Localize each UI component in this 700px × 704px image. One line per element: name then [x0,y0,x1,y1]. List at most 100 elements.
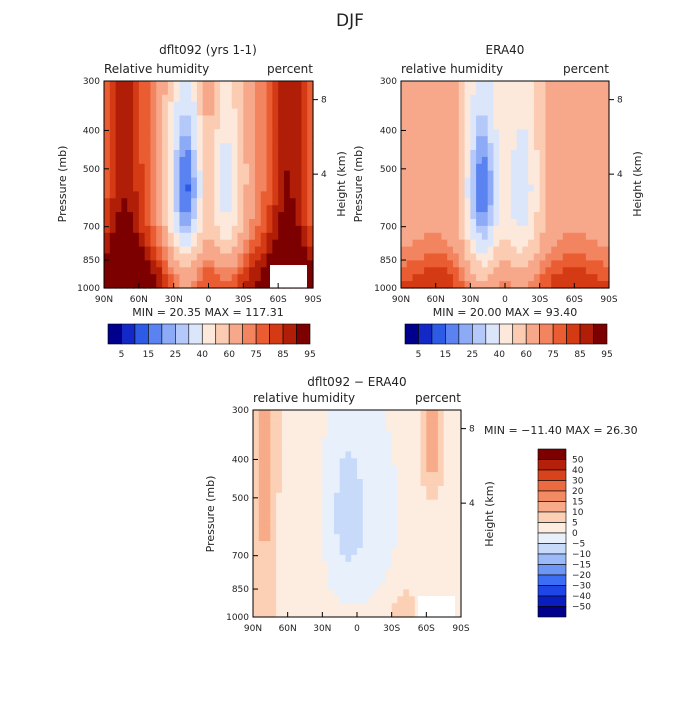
heat-cell [493,205,500,213]
heat-cell [307,177,314,186]
heat-cell [539,253,547,261]
heat-cell [453,156,460,165]
heat-cell [220,225,227,234]
heat-cell [357,575,364,584]
heat-cell [551,177,558,186]
heat-cell [493,87,500,96]
heat-cell [403,423,410,432]
heat-cell [380,479,387,487]
heat-cell [150,170,157,179]
heat-cell [305,444,312,452]
heat-cell [545,108,552,117]
heat-cell [449,437,456,446]
heat-cell [443,451,451,459]
heat-cell [237,212,244,220]
heat-cell [562,122,570,130]
heat-cell [420,416,427,425]
heat-cell [185,94,192,103]
heat-cell [447,129,454,137]
heat-cell [380,513,387,521]
heat-cell [539,94,547,103]
heat-cell [516,108,523,117]
heat-cell [580,108,587,117]
heat-cell [574,184,581,192]
heat-cell [278,122,285,130]
heat-cell [551,122,558,130]
heat-cell [307,150,314,158]
heat-cell [591,267,599,275]
heat-cell [225,198,233,206]
heat-cell [121,163,128,172]
heat-cell [289,115,297,123]
heat-cell [591,225,599,234]
heat-cell [162,156,169,165]
heat-cell [237,150,244,158]
heat-cell [278,87,285,96]
heat-cell [522,198,529,206]
heat-cell [441,212,448,220]
heat-cell [585,246,593,255]
heat-cell [435,212,443,220]
heat-cell [109,136,117,144]
heat-cell [322,458,329,466]
heat-cell [418,108,425,117]
heat-cell [551,115,558,123]
heat-cell [397,561,404,570]
heat-cell [179,212,186,220]
heat-cell [237,184,244,192]
heat-cell [516,122,523,130]
colorbar-swatch [228,323,243,345]
heat-cell [432,499,439,508]
heat-cell [307,267,314,275]
heat-cell [435,274,443,282]
heat-cell [310,568,318,577]
heat-cell [196,143,204,151]
heat-cell [562,136,570,144]
heat-cell [167,170,175,179]
x-tick-label: 0 [206,295,212,305]
heat-cell [522,274,529,282]
heat-cell [260,87,268,96]
heat-cell [470,170,477,179]
heat-cell [328,485,335,494]
heat-cell [385,499,393,508]
heat-cell [449,582,456,590]
heat-cell [476,239,483,248]
heat-cell [162,108,169,117]
heat-cell [533,108,541,117]
heat-cell [276,451,283,459]
heat-cell [144,267,152,275]
heat-cell [150,274,157,282]
heat-cell [510,232,518,241]
heat-cell [458,163,466,172]
heat-cell [293,589,300,597]
heat-cell [539,198,547,206]
heat-cell [441,260,448,268]
heat-cell [220,198,227,206]
heat-cell [505,94,512,103]
heat-cell [258,534,266,542]
heat-cell [310,610,318,618]
heat-cell [499,122,506,130]
heat-cell [397,410,404,418]
heat-cell [374,423,381,432]
heat-cell [414,410,422,418]
heat-cell [283,198,291,206]
heat-cell [397,479,404,487]
heat-cell [510,184,518,192]
heat-cell [357,603,364,611]
heat-cell [278,136,285,144]
heat-cell [351,492,358,501]
heat-cell [505,274,512,282]
y2-tick-label: 4 [617,170,623,180]
heat-cell [533,94,541,103]
heat-cell [133,81,140,89]
heat-cell [441,163,448,172]
heat-cell [121,246,128,255]
heat-cell [545,184,552,192]
colorbar-swatch [485,323,500,345]
heat-cell [374,589,381,597]
heat-cell [362,513,370,521]
heat-cell [597,225,604,234]
heat-cell [287,451,295,459]
